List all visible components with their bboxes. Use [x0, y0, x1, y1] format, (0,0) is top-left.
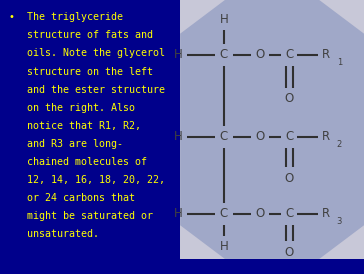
Text: O: O: [256, 48, 265, 61]
Text: O: O: [285, 246, 294, 259]
Text: R: R: [322, 48, 330, 61]
Text: and R3 are long-: and R3 are long-: [9, 139, 123, 149]
Text: C: C: [220, 130, 228, 144]
Text: C: C: [285, 48, 293, 61]
Text: C: C: [220, 48, 228, 61]
Text: might be saturated or: might be saturated or: [9, 211, 153, 221]
Text: O: O: [285, 92, 294, 105]
FancyBboxPatch shape: [180, 0, 364, 259]
Text: structure of fats and: structure of fats and: [9, 30, 153, 40]
Text: C: C: [285, 207, 293, 220]
Text: and the ester structure: and the ester structure: [9, 85, 165, 95]
Text: H: H: [174, 207, 183, 220]
FancyBboxPatch shape: [0, 0, 180, 274]
Text: H: H: [174, 130, 183, 144]
Text: C: C: [285, 130, 293, 144]
Text: 3: 3: [337, 217, 342, 226]
Polygon shape: [180, 0, 364, 259]
Text: notice that R1, R2,: notice that R1, R2,: [9, 121, 141, 131]
Text: 1: 1: [337, 58, 342, 67]
Text: unsaturated.: unsaturated.: [9, 229, 99, 239]
Text: H: H: [174, 48, 183, 61]
Text: or 24 carbons that: or 24 carbons that: [9, 193, 135, 203]
Text: 12, 14, 16, 18, 20, 22,: 12, 14, 16, 18, 20, 22,: [9, 175, 165, 185]
Text: R: R: [322, 130, 330, 144]
Text: 2: 2: [337, 140, 342, 149]
Text: R: R: [322, 207, 330, 220]
Text: H: H: [219, 13, 228, 26]
Text: O: O: [256, 130, 265, 144]
Text: chained molecules of: chained molecules of: [9, 157, 147, 167]
Text: •  The triglyceride: • The triglyceride: [9, 12, 123, 22]
FancyBboxPatch shape: [0, 259, 364, 274]
Text: structure on the left: structure on the left: [9, 67, 153, 76]
Text: C: C: [220, 207, 228, 220]
Text: H: H: [219, 240, 228, 253]
Text: O: O: [285, 172, 294, 185]
Text: on the right. Also: on the right. Also: [9, 103, 135, 113]
Text: oils. Note the glycerol: oils. Note the glycerol: [9, 48, 165, 58]
Text: O: O: [256, 207, 265, 220]
